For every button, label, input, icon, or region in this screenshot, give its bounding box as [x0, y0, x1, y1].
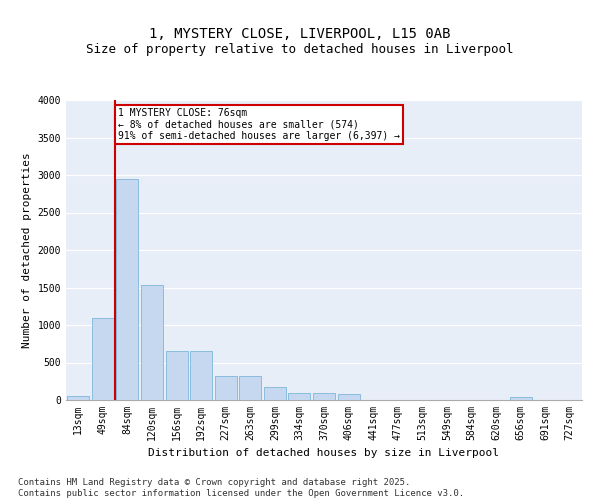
Text: Size of property relative to detached houses in Liverpool: Size of property relative to detached ho…	[86, 42, 514, 56]
Y-axis label: Number of detached properties: Number of detached properties	[22, 152, 32, 348]
Bar	[289, 392, 310, 400]
Bar	[313, 392, 335, 400]
Bar	[141, 285, 163, 400]
Bar	[215, 376, 237, 400]
Bar	[67, 396, 89, 400]
Bar	[92, 318, 114, 400]
Bar	[509, 397, 532, 400]
Bar	[239, 376, 262, 400]
Bar	[166, 351, 188, 400]
Text: 1, MYSTERY CLOSE, LIVERPOOL, L15 0AB: 1, MYSTERY CLOSE, LIVERPOOL, L15 0AB	[149, 28, 451, 42]
Text: 1 MYSTERY CLOSE: 76sqm
← 8% of detached houses are smaller (574)
91% of semi-det: 1 MYSTERY CLOSE: 76sqm ← 8% of detached …	[118, 108, 400, 140]
Bar	[264, 387, 286, 400]
Bar	[338, 394, 359, 400]
Bar	[116, 179, 139, 400]
X-axis label: Distribution of detached houses by size in Liverpool: Distribution of detached houses by size …	[149, 448, 499, 458]
Bar	[190, 351, 212, 400]
Text: Contains HM Land Registry data © Crown copyright and database right 2025.
Contai: Contains HM Land Registry data © Crown c…	[18, 478, 464, 498]
